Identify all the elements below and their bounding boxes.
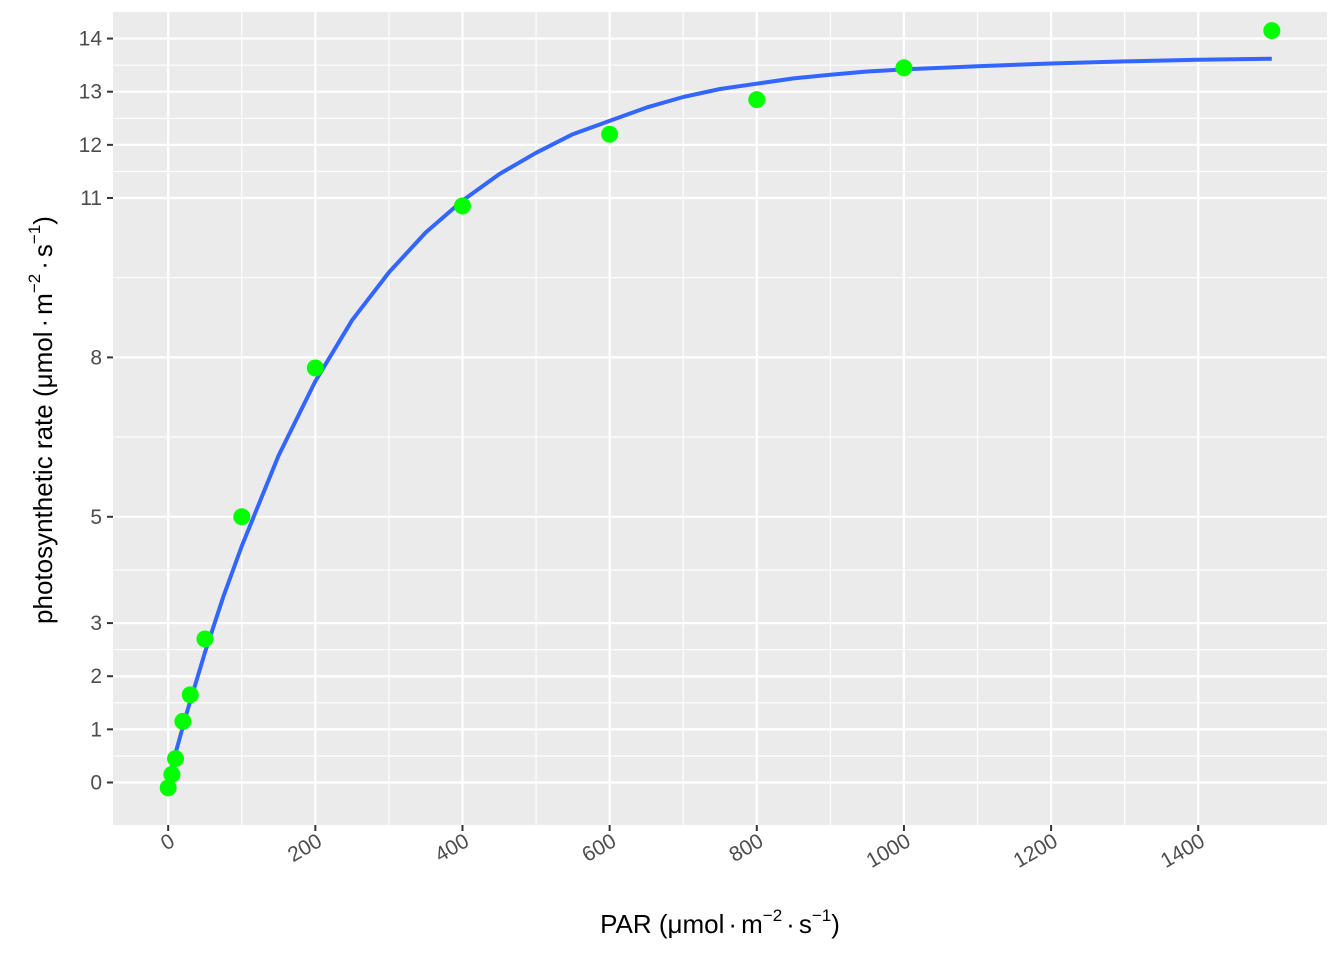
data-point xyxy=(601,125,619,143)
major-gridlines xyxy=(113,12,1327,825)
data-point xyxy=(167,750,185,768)
data-point xyxy=(163,766,181,784)
y-tick-label: 0 xyxy=(90,771,102,794)
data-point xyxy=(306,359,324,377)
data-point xyxy=(453,197,471,215)
y-tick-label: 13 xyxy=(79,81,102,104)
y-tick-label: 14 xyxy=(79,28,103,51)
data-point xyxy=(181,686,199,704)
y-tick-label: 11 xyxy=(80,187,102,210)
x-axis-title: PAR (μmol · m−2 · s−1) xyxy=(600,906,840,939)
y-tick-label: 12 xyxy=(79,134,102,157)
y-tick-label: 5 xyxy=(90,506,102,529)
fit-curve-line xyxy=(166,56,1272,781)
data-point xyxy=(233,508,251,526)
data-points xyxy=(159,22,1281,797)
y-tick-label: 1 xyxy=(90,718,102,741)
data-point xyxy=(196,630,214,648)
y-tick-label: 2 xyxy=(90,665,102,688)
data-point xyxy=(748,91,766,109)
data-point xyxy=(159,779,177,797)
data-point xyxy=(174,712,192,730)
data-point xyxy=(895,59,913,77)
data-point xyxy=(1263,22,1281,40)
y-tick-label: 3 xyxy=(90,612,102,635)
y-tick-label: 8 xyxy=(90,346,102,369)
y-axis-title: photosynthetic rate (μmol·m−2·s−1) xyxy=(25,216,58,624)
